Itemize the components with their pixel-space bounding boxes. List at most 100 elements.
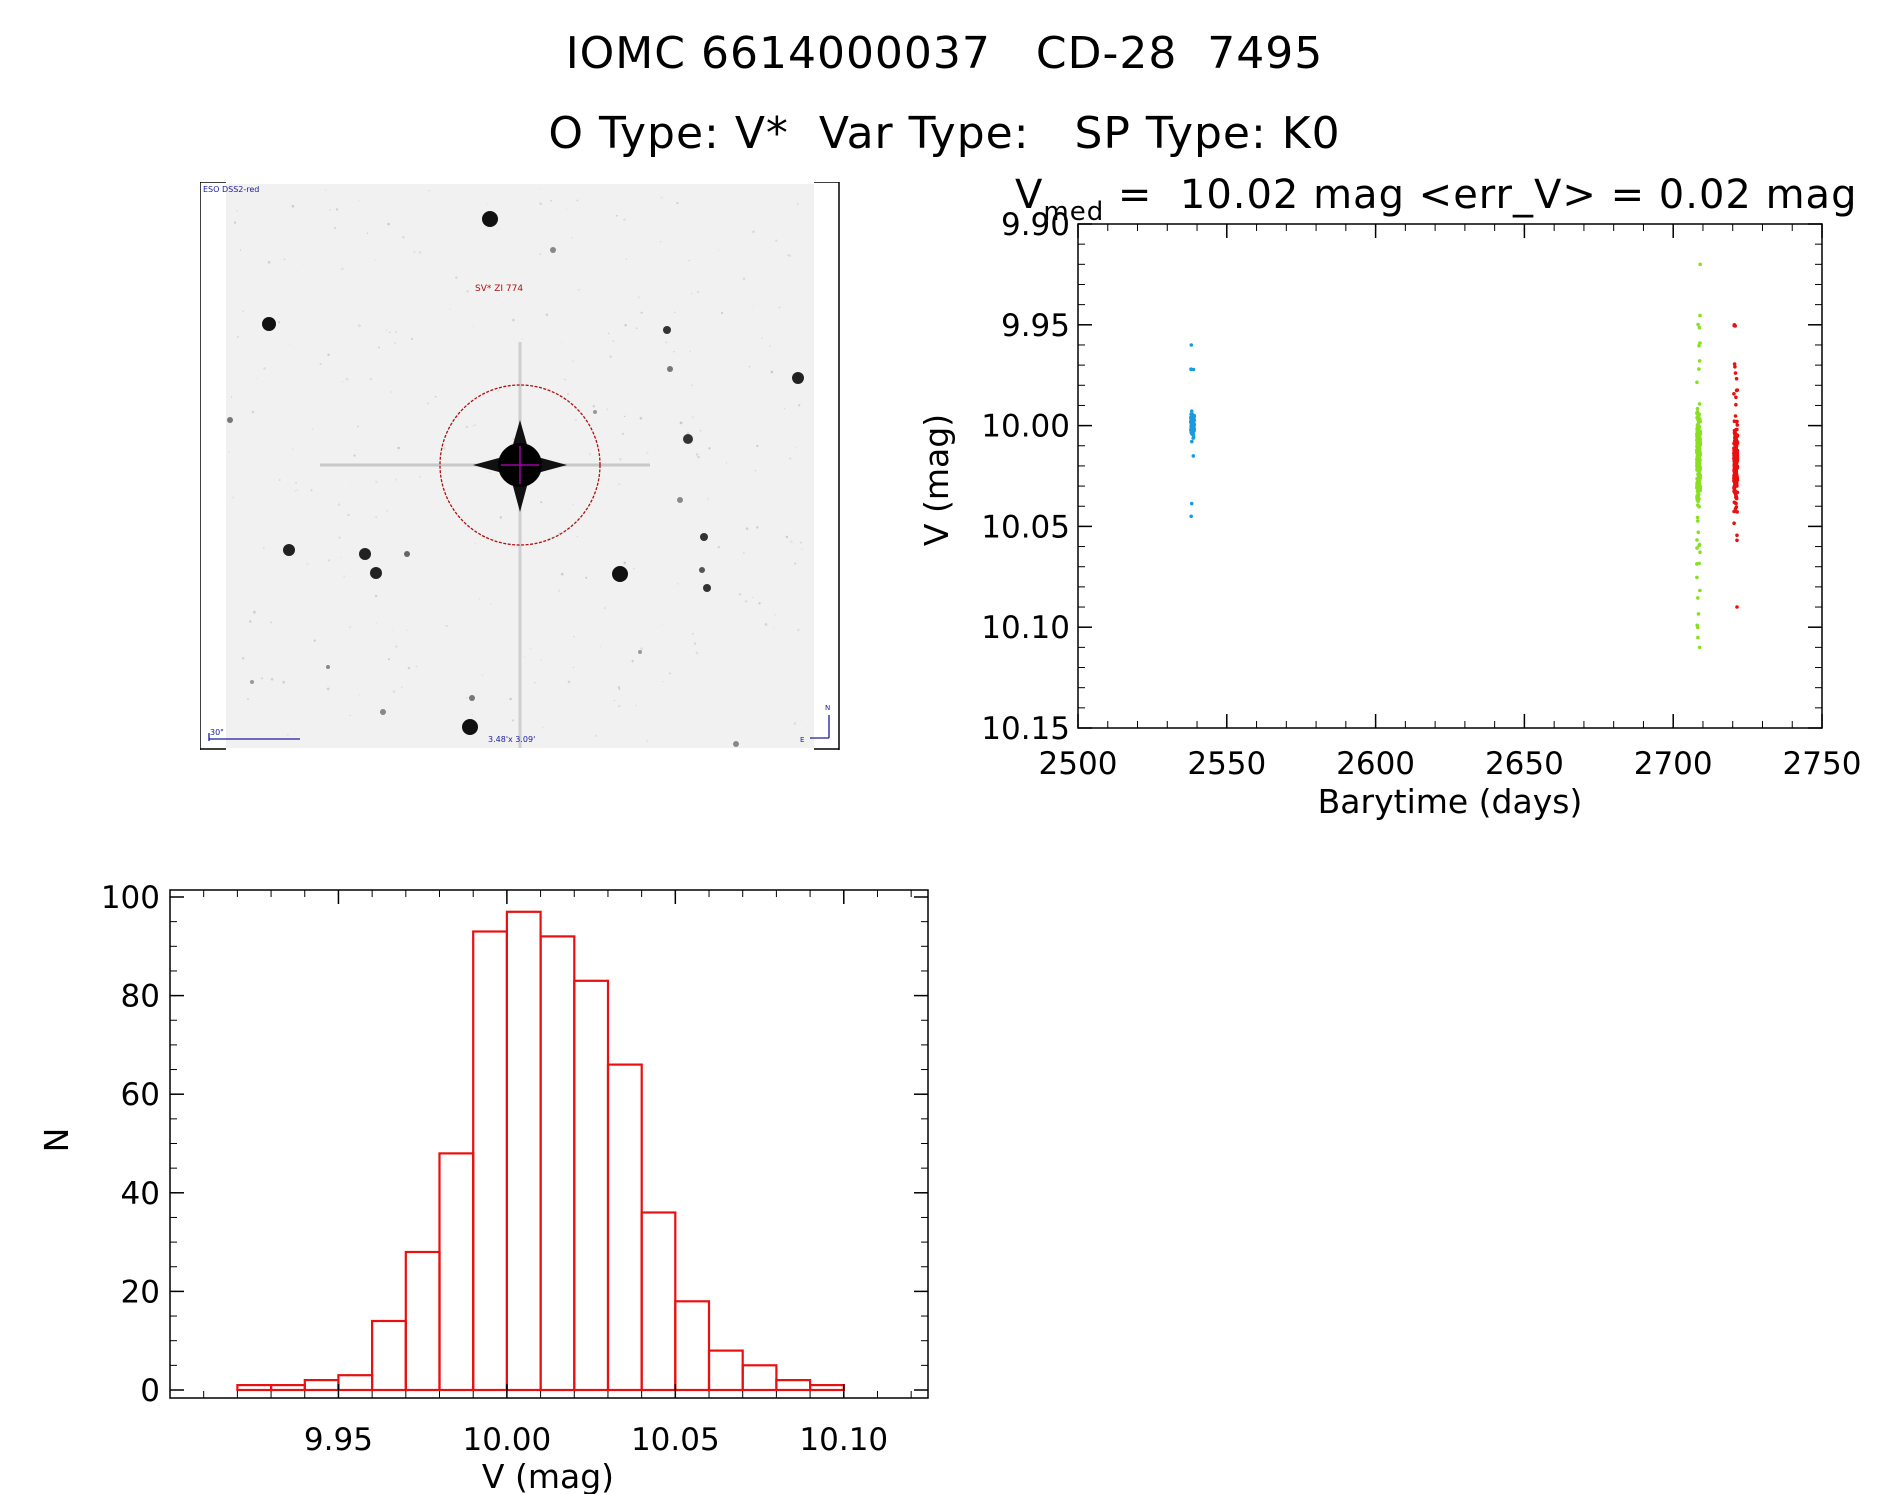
y-tick-label: 9.95 — [1001, 308, 1070, 344]
noise-speck — [773, 627, 775, 630]
lightcurve-point — [1696, 487, 1700, 491]
lightcurve-point — [1734, 454, 1738, 459]
noise-speck — [717, 546, 720, 549]
noise-speck — [296, 271, 299, 273]
lightcurve-point — [1696, 519, 1700, 523]
lightcurve-point — [1695, 449, 1700, 454]
lightcurve-point — [1697, 430, 1701, 435]
lightcurve-point — [1732, 468, 1737, 472]
lightcurve-point — [1695, 562, 1699, 566]
finder-chart-image: ESO DSS2-red SV* ZI 774 30" 3.48'x 3.09'… — [200, 182, 840, 750]
y-tick-label: 10.15 — [981, 711, 1070, 747]
lightcurve-point — [1695, 467, 1699, 472]
lightcurve-point — [1733, 479, 1738, 483]
noise-speck — [523, 656, 526, 658]
lightcurve-point — [1695, 457, 1700, 462]
lightcurve-point — [1698, 430, 1702, 434]
lightcurve-point — [1191, 367, 1196, 372]
noise-speck — [676, 582, 679, 585]
lightcurve-point — [1697, 458, 1701, 462]
lightcurve-point — [1697, 542, 1702, 547]
lightcurve-point — [1698, 450, 1702, 454]
lightcurve-point — [1192, 422, 1196, 426]
lightcurve-point — [1191, 417, 1195, 421]
lightcurve-point — [1189, 428, 1194, 432]
lightcurve-point — [1695, 462, 1700, 467]
lightcurve-point — [1696, 469, 1701, 473]
lightcurve-point — [1695, 460, 1699, 465]
histogram-bar — [438, 1152, 475, 1392]
noise-speck — [586, 410, 588, 412]
lightcurve-point — [1733, 432, 1737, 437]
lightcurve-point — [1697, 504, 1701, 509]
lightcurve-point — [1735, 434, 1739, 439]
lightcurve-point — [1698, 442, 1702, 446]
lightcurve-point — [1698, 451, 1702, 456]
lightcurve-point — [1732, 485, 1736, 490]
lightcurve-point — [1695, 456, 1700, 461]
lightcurve-point — [1695, 464, 1699, 469]
lightcurve-point — [1733, 365, 1737, 369]
lightcurve-point — [1733, 324, 1737, 328]
lightcurve-point — [1192, 423, 1196, 427]
lightcurve-point — [1697, 463, 1702, 468]
noise-speck — [521, 338, 523, 340]
lightcurve-point — [1732, 469, 1737, 474]
histogram-bar — [640, 1211, 677, 1392]
lightcurve-point — [1697, 437, 1702, 441]
noise-speck — [623, 561, 627, 565]
noise-speck — [793, 722, 797, 725]
lightcurve-point — [1696, 436, 1700, 441]
noise-speck — [389, 390, 393, 394]
noise-speck — [697, 291, 699, 293]
lightcurve-point — [1734, 505, 1739, 509]
noise-speck — [294, 490, 297, 493]
noise-speck — [283, 258, 286, 260]
lightcurve-point — [1735, 605, 1739, 609]
lightcurve-point — [1189, 428, 1194, 432]
lightcurve-point — [1696, 453, 1701, 457]
noise-speck — [615, 214, 618, 217]
lightcurve-point — [1732, 462, 1737, 466]
lightcurve-point — [1735, 459, 1739, 464]
noise-speck — [613, 699, 616, 702]
lightcurve-point — [1733, 447, 1738, 451]
lightcurve-point — [1735, 476, 1740, 481]
lightcurve-point — [1732, 392, 1736, 396]
lightcurve-point — [1697, 448, 1702, 452]
lightcurve-point — [1733, 482, 1737, 486]
noise-speck — [748, 365, 751, 368]
lightcurve-point — [1735, 448, 1740, 453]
lightcurve-point — [1189, 420, 1193, 425]
noise-speck — [341, 267, 344, 271]
lightcurve-point — [1696, 479, 1701, 484]
noise-speck — [564, 378, 566, 381]
noise-speck — [503, 303, 505, 305]
lightcurve-point — [1696, 418, 1701, 423]
lightcurve-point — [1697, 450, 1701, 455]
lightcurve-point — [1697, 645, 1702, 650]
noise-speck — [661, 623, 663, 625]
lightcurve-point — [1733, 478, 1738, 482]
lightcurve-point — [1698, 474, 1702, 479]
lightcurve-point — [1733, 464, 1738, 469]
lightcurve-point — [1695, 468, 1700, 472]
noise-speck — [679, 421, 683, 425]
noise-speck — [427, 402, 430, 405]
lightcurve-point — [1733, 460, 1738, 465]
noise-speck — [340, 557, 343, 559]
noise-speck — [576, 535, 579, 538]
lightcurve-point — [1695, 444, 1699, 448]
lightcurve-point — [1733, 467, 1737, 472]
noise-speck — [761, 337, 763, 339]
noise-speck — [512, 719, 514, 722]
lightcurve-point — [1696, 455, 1700, 460]
lightcurve-point — [1697, 468, 1702, 472]
lightcurve-point — [1733, 478, 1738, 483]
noise-speck — [341, 380, 344, 383]
lightcurve-point — [1191, 432, 1196, 437]
lightcurve-point — [1695, 448, 1699, 453]
lightcurve-point — [1695, 448, 1699, 453]
lightcurve-point — [1696, 442, 1701, 447]
y-tick-label: 0 — [140, 1373, 160, 1409]
